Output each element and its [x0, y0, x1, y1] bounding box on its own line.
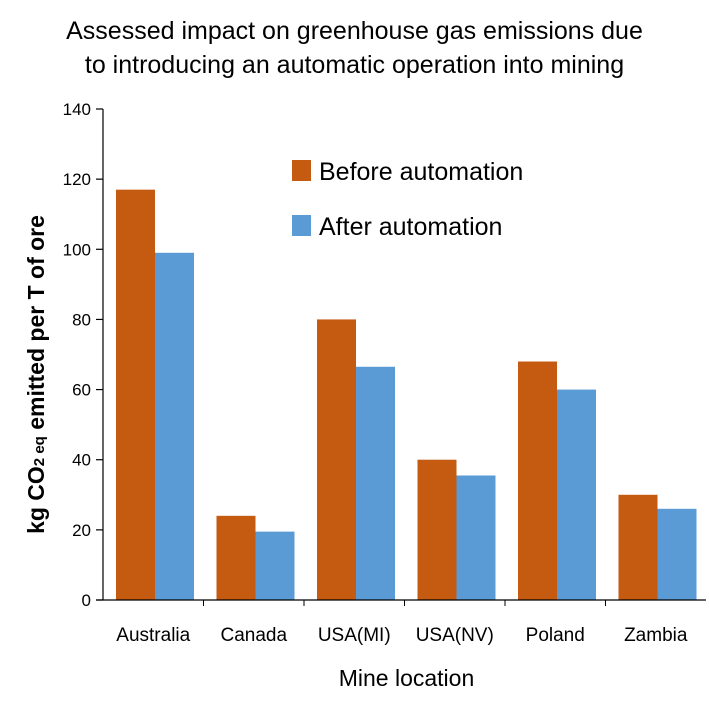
bar-before-usami — [317, 319, 356, 600]
y-axis-title-subscript: 2 eq — [31, 436, 48, 466]
bars-layer — [116, 189, 697, 601]
y-tick-label: 40 — [72, 451, 91, 470]
x-tick-label: Australia — [116, 625, 190, 646]
bar-after-canada — [255, 531, 295, 600]
legend-label-after: After automation — [319, 213, 502, 241]
bar-after-usanv — [456, 475, 496, 600]
x-tick-labels: Australia Canada USA(MI) USA(NV) Poland Zambi… — [116, 600, 688, 646]
bar-after-zambia — [657, 508, 697, 600]
y-tick-label: 20 — [72, 521, 91, 540]
x-tick-label: Canada — [220, 625, 287, 646]
y-tick-label: 60 — [72, 381, 91, 400]
y-axis-title-part-2: emitted per T of ore — [23, 215, 49, 436]
y-tick-label: 0 — [82, 591, 91, 610]
legend: Before automation After automation — [292, 158, 523, 241]
bar-after-usami — [356, 366, 395, 600]
bar-before-australia — [116, 189, 155, 600]
y-tick-label: 120 — [63, 170, 91, 189]
y-axis-title-part-1: kg CO — [23, 466, 49, 534]
y-tick-label: 80 — [72, 310, 91, 329]
chart-title-line-2: to introducing an automatic operation in… — [84, 51, 625, 79]
x-tick-label: Poland — [526, 625, 585, 646]
chart-title: Assessed impact on greenhouse gas emissi… — [0, 14, 709, 82]
legend-label-before: Before automation — [319, 158, 523, 186]
chart-title-line-1: Assessed impact on greenhouse gas emissi… — [66, 17, 643, 45]
bar-after-australia — [155, 252, 194, 601]
x-axis-title: Mine location — [339, 665, 475, 691]
x-tick-label: Zambia — [624, 625, 688, 646]
bar-after-poland — [557, 389, 596, 600]
y-tick-label: 100 — [63, 240, 91, 259]
bar-before-poland — [518, 361, 557, 600]
bar-before-usanv — [417, 459, 457, 600]
x-tick-label: USA(NV) — [416, 625, 494, 646]
y-ticks: 0 20 40 60 80 100 120 140 — [63, 100, 103, 610]
legend-swatch-after — [292, 215, 311, 236]
bar-before-canada — [216, 515, 256, 600]
bar-before-zambia — [618, 494, 658, 600]
y-axis-title: kg CO2 eq emitted per T of ore — [23, 215, 49, 534]
y-tick-label: 140 — [63, 100, 91, 119]
legend-swatch-before — [292, 160, 311, 181]
x-tick-label: USA(MI) — [318, 625, 391, 646]
